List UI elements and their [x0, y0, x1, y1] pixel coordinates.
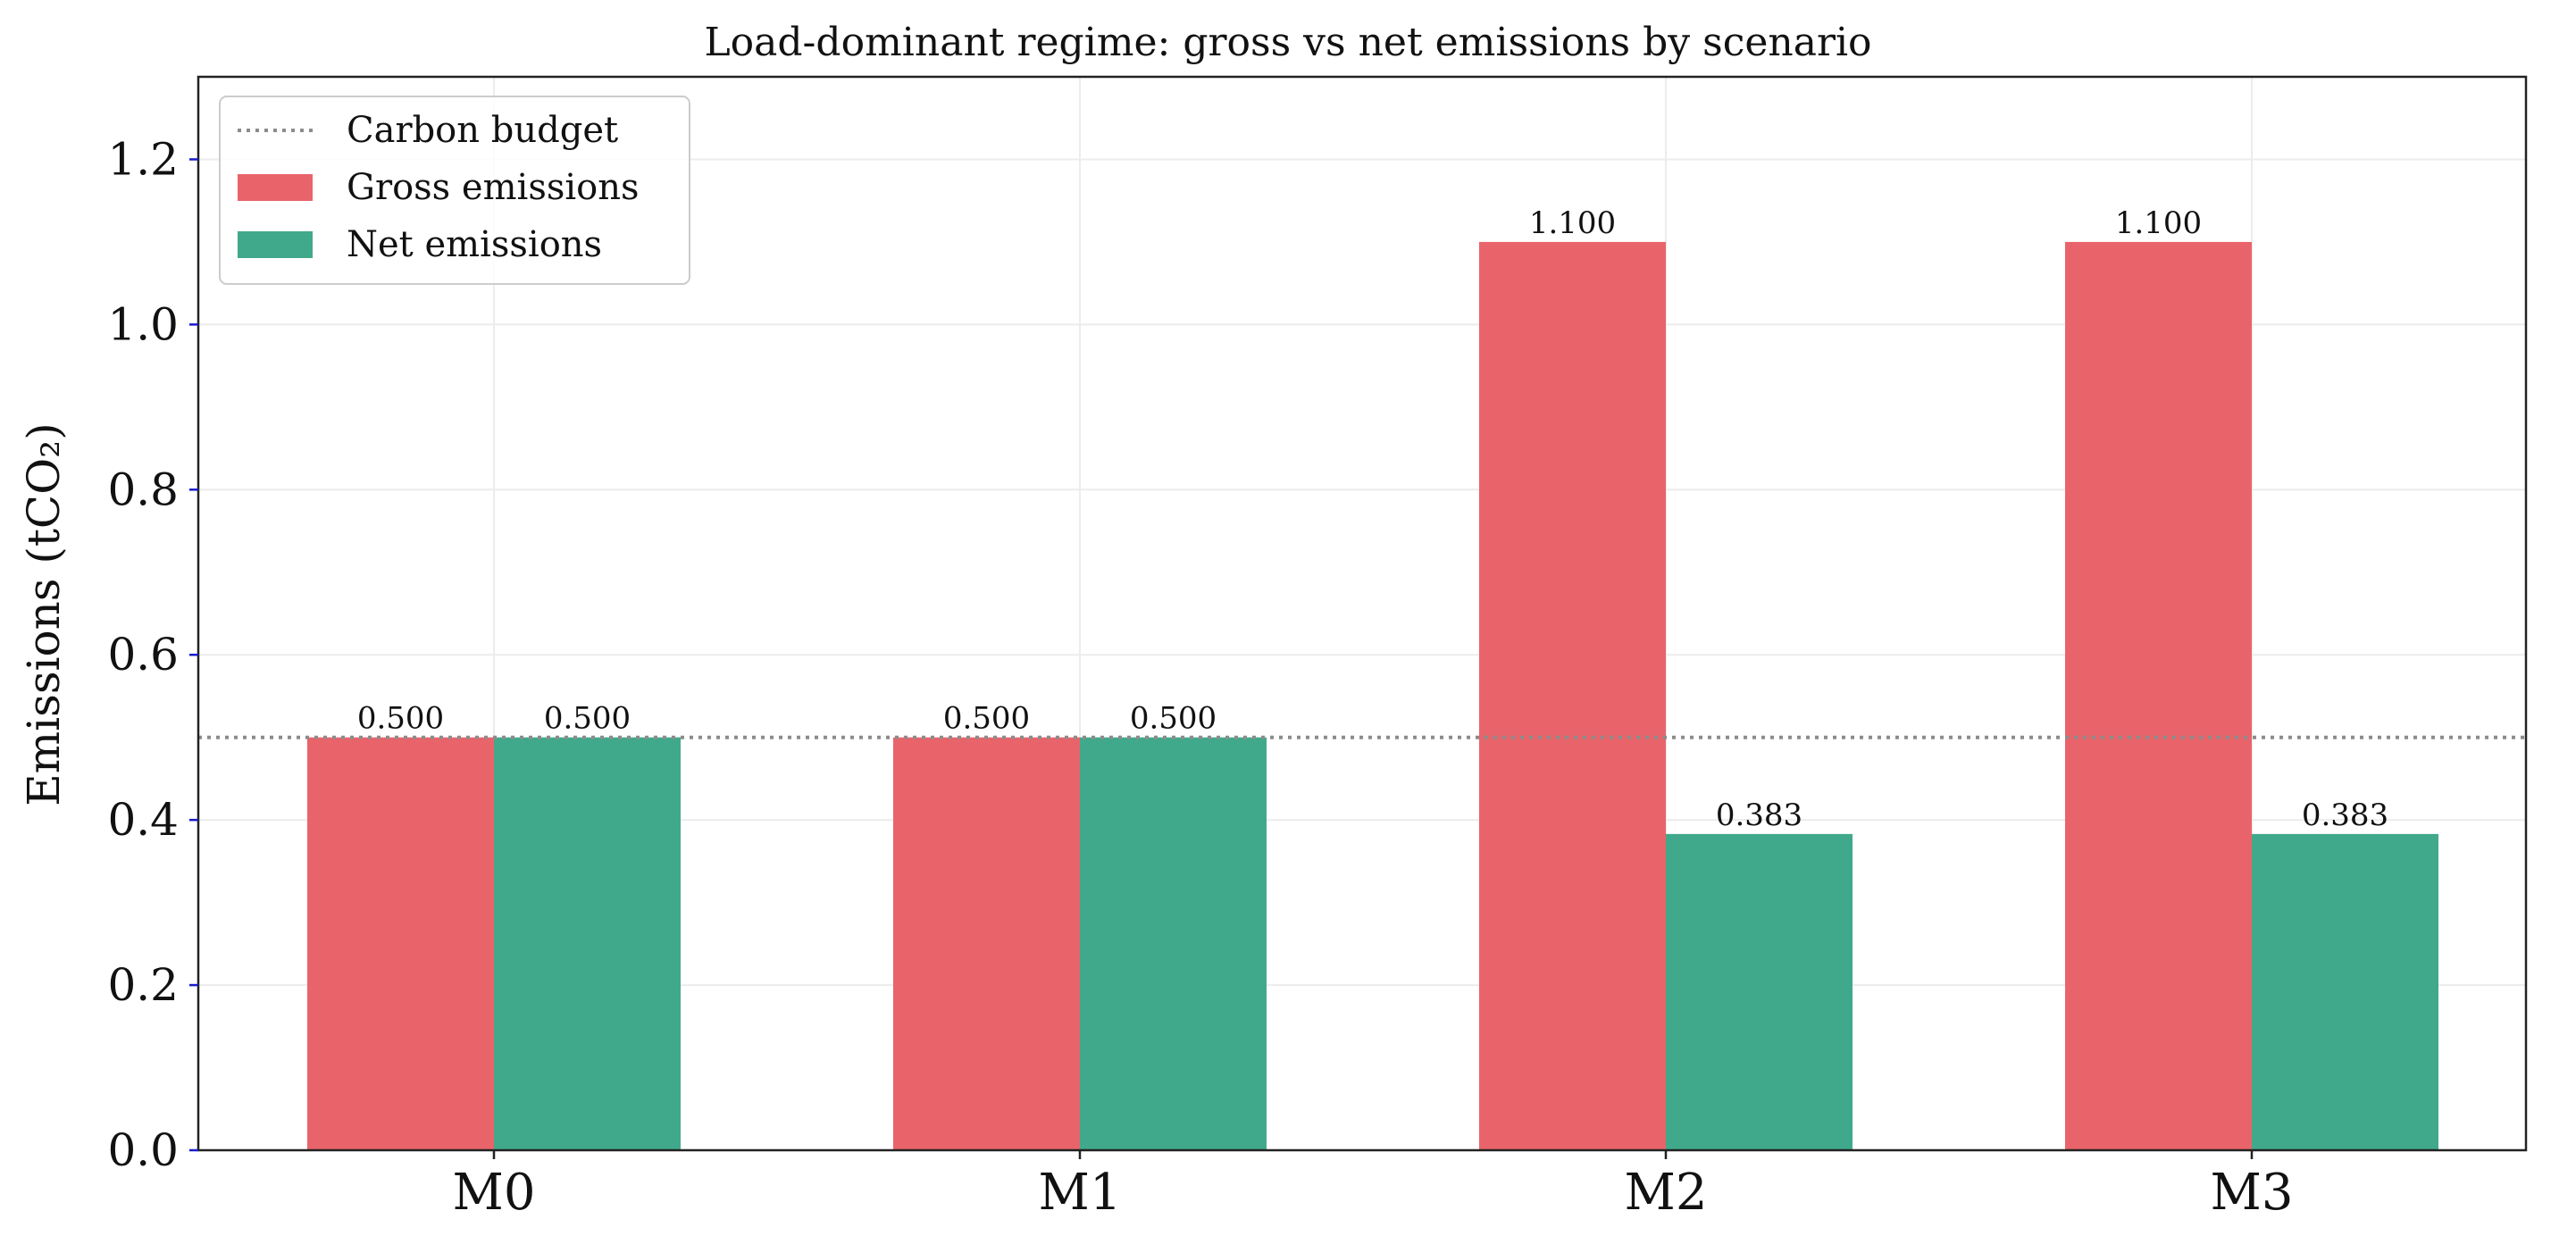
- legend: Carbon budget Gross emissions Net emission…: [219, 96, 690, 285]
- data-label: 0.500: [1130, 701, 1217, 737]
- legend-label-carbon-budget: Carbon budget: [347, 110, 618, 151]
- data-label: 0.500: [357, 701, 444, 737]
- y-tick-label: 1.2: [107, 133, 179, 185]
- x-tick-label: M2: [1625, 1164, 1708, 1222]
- y-tick-label: 0.8: [107, 463, 179, 515]
- x-tick-label: M1: [1039, 1164, 1122, 1222]
- data-label: 0.383: [2302, 797, 2388, 833]
- legend-box: [219, 96, 690, 285]
- bar-gross-emissions-m2: [1479, 241, 1666, 1150]
- bar-net-emissions-m2: [1666, 833, 1853, 1150]
- legend-label-net-emissions: Net emissions: [347, 224, 602, 265]
- y-tick-label: 0.6: [107, 629, 179, 680]
- y-tick-label: 0.4: [107, 794, 179, 846]
- bar-net-emissions-m0: [494, 737, 681, 1150]
- bar-net-emissions-m1: [1080, 737, 1267, 1150]
- legend-swatch-gross-emissions: [238, 174, 313, 201]
- bar-gross-emissions-m1: [893, 737, 1080, 1150]
- data-label: 0.500: [943, 701, 1030, 737]
- chart-title: Load-dominant regime: gross vs net emiss…: [704, 20, 1871, 65]
- y-tick-label: 1.0: [107, 298, 179, 350]
- data-label: 0.383: [1716, 797, 1802, 833]
- bars-layer: [307, 241, 2438, 1150]
- y-axis-label: Emissions (tCO₂): [18, 422, 70, 806]
- x-tick-label: M0: [453, 1164, 536, 1222]
- bar-net-emissions-m3: [2252, 833, 2438, 1150]
- legend-label-gross-emissions: Gross emissions: [347, 167, 640, 208]
- data-label: 1.100: [2115, 205, 2202, 241]
- data-label: 0.500: [544, 701, 631, 737]
- y-tick-label: 0.0: [107, 1124, 179, 1176]
- x-tick-label: M3: [2211, 1164, 2294, 1222]
- legend-swatch-net-emissions: [238, 231, 313, 258]
- y-tick-label: 0.2: [107, 959, 179, 1011]
- plot-frame: [197, 75, 2528, 1152]
- axes-layer: 0.0 0.2 0.4 0.6 0.8 1.0 1.2 M0 M1 M2 M3: [107, 75, 2528, 1222]
- bar-gross-emissions-m0: [307, 737, 494, 1150]
- bar-gross-emissions-m3: [2065, 241, 2252, 1150]
- data-labels-layer: 0.500 0.500 1.100 1.100 0.500 0.500 0.383 0.383: [357, 205, 2388, 833]
- data-label: 1.100: [1529, 205, 1616, 241]
